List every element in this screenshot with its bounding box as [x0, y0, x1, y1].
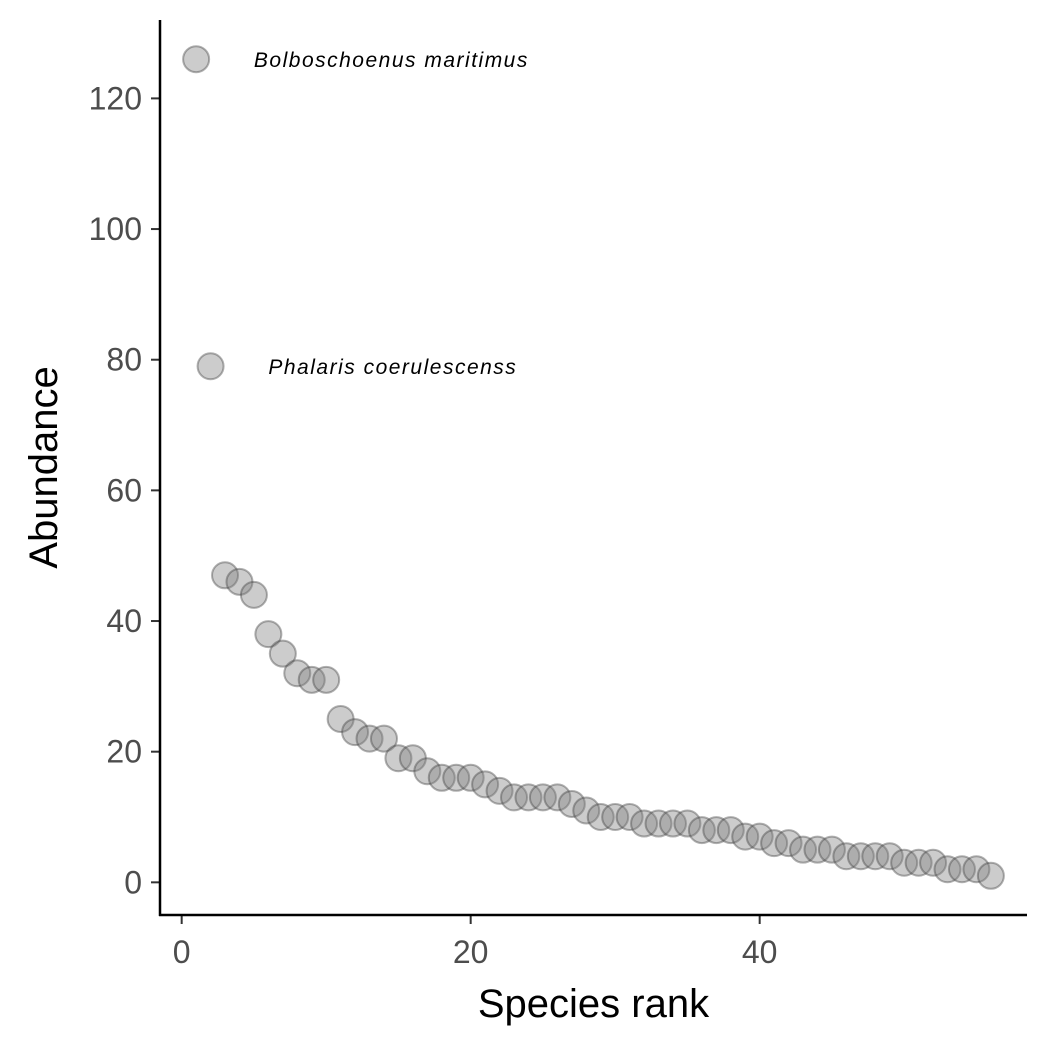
y-tick-label: 0 — [124, 864, 142, 900]
data-point — [225, 567, 254, 596]
x-tick-label: 0 — [173, 934, 191, 970]
species-annotation: Phalaris coerulescenss — [268, 356, 517, 379]
data-point — [875, 842, 904, 871]
data-point — [716, 816, 745, 845]
data-point — [976, 861, 1005, 890]
data-point — [456, 763, 485, 792]
data-point — [933, 855, 962, 884]
data-point — [471, 770, 500, 799]
data-point — [630, 809, 659, 838]
data-point — [803, 835, 832, 864]
data-point — [658, 809, 687, 838]
y-tick-label: 60 — [106, 472, 142, 508]
data-point — [211, 561, 240, 590]
data-point — [774, 829, 803, 858]
y-tick-label: 100 — [89, 211, 142, 247]
data-point — [919, 848, 948, 877]
data-point — [182, 45, 211, 74]
data-point — [586, 803, 615, 832]
x-tick-label: 20 — [453, 934, 489, 970]
annotations: Bolboschoenus maritimus Phalaris coerules… — [254, 49, 529, 379]
data-point — [514, 783, 543, 812]
x-axis-ticks: 0 20 40 — [173, 915, 778, 970]
data-point — [702, 816, 731, 845]
data-point — [239, 580, 268, 609]
data-point — [398, 744, 427, 773]
data-point — [817, 835, 846, 864]
data-point — [760, 829, 789, 858]
data-point — [485, 776, 514, 805]
data-point — [384, 744, 413, 773]
data-point — [297, 665, 326, 694]
data-points — [182, 45, 1005, 890]
data-point — [341, 718, 370, 747]
data-point — [601, 803, 630, 832]
y-tick-label: 20 — [106, 734, 142, 770]
data-point — [312, 665, 341, 694]
data-point — [789, 835, 818, 864]
data-point — [442, 763, 471, 792]
y-tick-label: 120 — [89, 80, 142, 116]
data-point — [962, 855, 991, 884]
data-point — [947, 855, 976, 884]
data-point — [861, 842, 890, 871]
data-point — [268, 639, 297, 668]
data-point — [500, 783, 529, 812]
data-point — [731, 822, 760, 851]
data-point — [644, 809, 673, 838]
data-point — [355, 724, 384, 753]
species-annotation: Bolboschoenus maritimus — [254, 49, 529, 72]
y-axis-ticks: 0 20 40 60 80 100 120 — [89, 80, 160, 900]
data-point — [196, 352, 225, 381]
data-point — [572, 796, 601, 825]
data-point — [745, 822, 774, 851]
data-point — [254, 620, 283, 649]
data-point — [557, 789, 586, 818]
x-axis-title: Species rank — [478, 982, 710, 1026]
data-point — [846, 842, 875, 871]
data-point — [528, 783, 557, 812]
data-point — [283, 659, 312, 688]
data-point — [832, 842, 861, 871]
data-point — [687, 816, 716, 845]
data-point — [904, 848, 933, 877]
data-point — [615, 803, 644, 832]
y-axis-title: Abundance — [22, 366, 66, 568]
data-point — [326, 705, 355, 734]
data-point — [427, 763, 456, 792]
data-point — [543, 783, 572, 812]
data-point — [673, 809, 702, 838]
data-point — [369, 724, 398, 753]
data-point — [413, 757, 442, 786]
y-tick-label: 40 — [106, 603, 142, 639]
x-tick-label: 40 — [742, 934, 778, 970]
y-tick-label: 80 — [106, 342, 142, 378]
data-point — [890, 848, 919, 877]
